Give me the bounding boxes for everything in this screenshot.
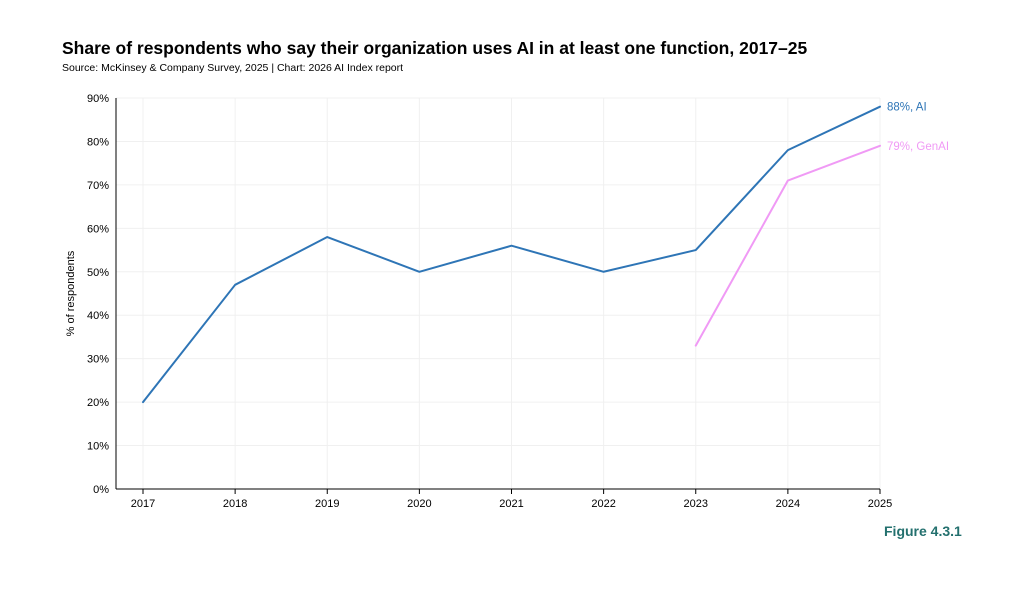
y-tick-label: 10% xyxy=(87,441,109,453)
figure-label: Figure 4.3.1 xyxy=(884,523,962,539)
series-end-label-genai: 79%, GenAI xyxy=(887,141,949,153)
y-tick-label: 90% xyxy=(87,93,109,105)
y-tick-label: 40% xyxy=(87,310,109,322)
x-tick-label: 2018 xyxy=(223,498,247,510)
series-end-label-ai: 88%, AI xyxy=(887,102,927,114)
x-tick-label: 2025 xyxy=(868,498,892,510)
grid xyxy=(116,97,881,489)
y-tick-label: 20% xyxy=(87,397,109,409)
chart-subtitle: Source: McKinsey & Company Survey, 2025 … xyxy=(62,62,404,74)
chart-title: Share of respondents who say their organ… xyxy=(62,38,808,58)
x-tick-label: 2024 xyxy=(776,498,800,510)
y-tick-label: 30% xyxy=(87,354,109,366)
y-tick-label: 0% xyxy=(93,484,109,496)
y-tick-label: 50% xyxy=(87,267,109,279)
x-tick-label: 2019 xyxy=(315,498,339,510)
x-tick-label: 2017 xyxy=(131,498,155,510)
y-tick-label: 60% xyxy=(87,223,109,235)
x-tick-label: 2023 xyxy=(684,498,708,510)
axes: 0% 10% 20% 30% 40% 50% 60% 70% 80% 90% 2017 2018 201… xyxy=(65,93,892,510)
labels: 88%, AI 79%, GenAI xyxy=(887,102,949,153)
series xyxy=(142,105,881,404)
y-tick-label: 80% xyxy=(87,136,109,148)
x-tick-label: 2022 xyxy=(591,498,615,510)
x-tick-label: 2021 xyxy=(499,498,523,510)
x-tick-label: 2020 xyxy=(407,498,431,510)
y-tick-label: 70% xyxy=(87,180,109,192)
y-axis-title: % of respondents xyxy=(65,250,77,336)
